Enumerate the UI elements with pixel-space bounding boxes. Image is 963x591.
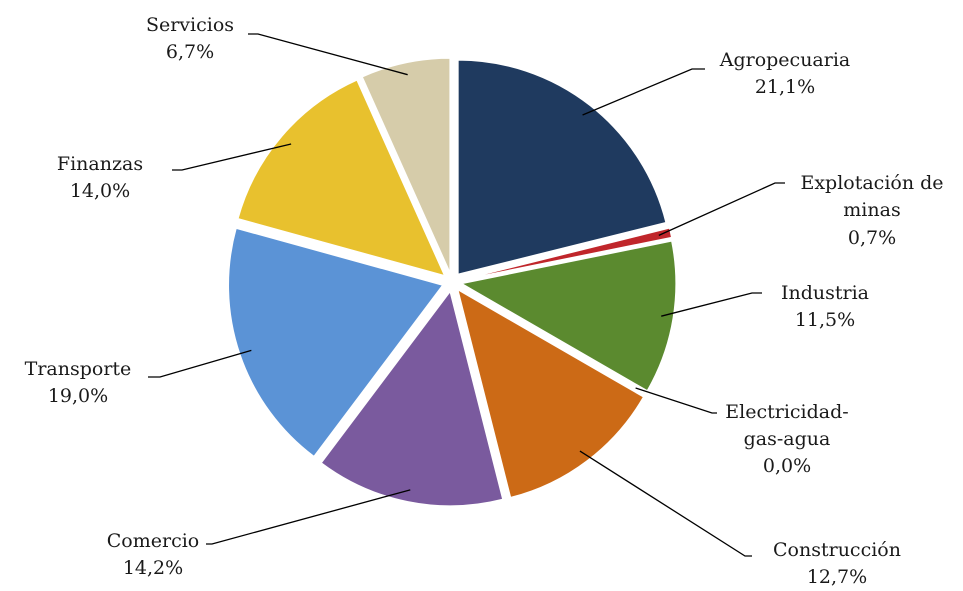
leader-transporte xyxy=(148,349,252,378)
label-finanzas: Finanzas xyxy=(57,153,143,175)
value-construccion: 12,7% xyxy=(807,566,867,588)
value-agropecuaria: 21,1% xyxy=(755,76,815,98)
label-electricidad-line1: Electricidad- xyxy=(725,401,848,423)
pie-slices xyxy=(228,57,677,507)
leader-lines xyxy=(148,33,785,557)
slice-servicios xyxy=(361,57,451,273)
value-industria: 11,5% xyxy=(795,309,855,331)
value-comercio: 14,2% xyxy=(123,557,183,579)
leader-comercio xyxy=(206,489,411,545)
value-servicios: 6,7% xyxy=(166,41,214,63)
label-explotacion-de-minas-line1: Explotación de xyxy=(800,172,943,194)
label-transporte: Transporte xyxy=(25,358,132,380)
slice-explotacion-de-minas xyxy=(461,227,673,281)
value-electricidad: 0,0% xyxy=(763,455,811,477)
leader-electricidad-gas-agua xyxy=(635,387,717,414)
slice-agropecuaria xyxy=(457,59,667,275)
value-explotacion-de-minas: 0,7% xyxy=(848,227,896,249)
leader-construccion xyxy=(579,450,752,557)
leader-explotacion-de-minas xyxy=(658,182,785,236)
label-construccion: Construcción xyxy=(773,539,901,561)
slice-finanzas xyxy=(237,79,446,277)
leader-agropecuaria xyxy=(582,68,705,116)
label-explotacion-de-minas-line2: minas xyxy=(843,199,900,221)
label-servicios: Servicios xyxy=(146,14,234,36)
label-electricidad-line2: gas-agua xyxy=(744,428,831,450)
label-industria: Industria xyxy=(781,282,869,304)
label-comercio: Comercio xyxy=(107,530,199,552)
slice-construccion xyxy=(457,288,645,499)
value-finanzas: 14,0% xyxy=(70,180,130,202)
leader-finanzas xyxy=(172,143,292,171)
label-agropecuaria: Agropecuaria xyxy=(719,49,851,71)
leader-servicios xyxy=(248,33,408,76)
value-transporte: 19,0% xyxy=(48,385,108,407)
slice-industria xyxy=(460,240,677,392)
leader-industria xyxy=(661,292,762,317)
slice-comercio xyxy=(320,290,504,507)
